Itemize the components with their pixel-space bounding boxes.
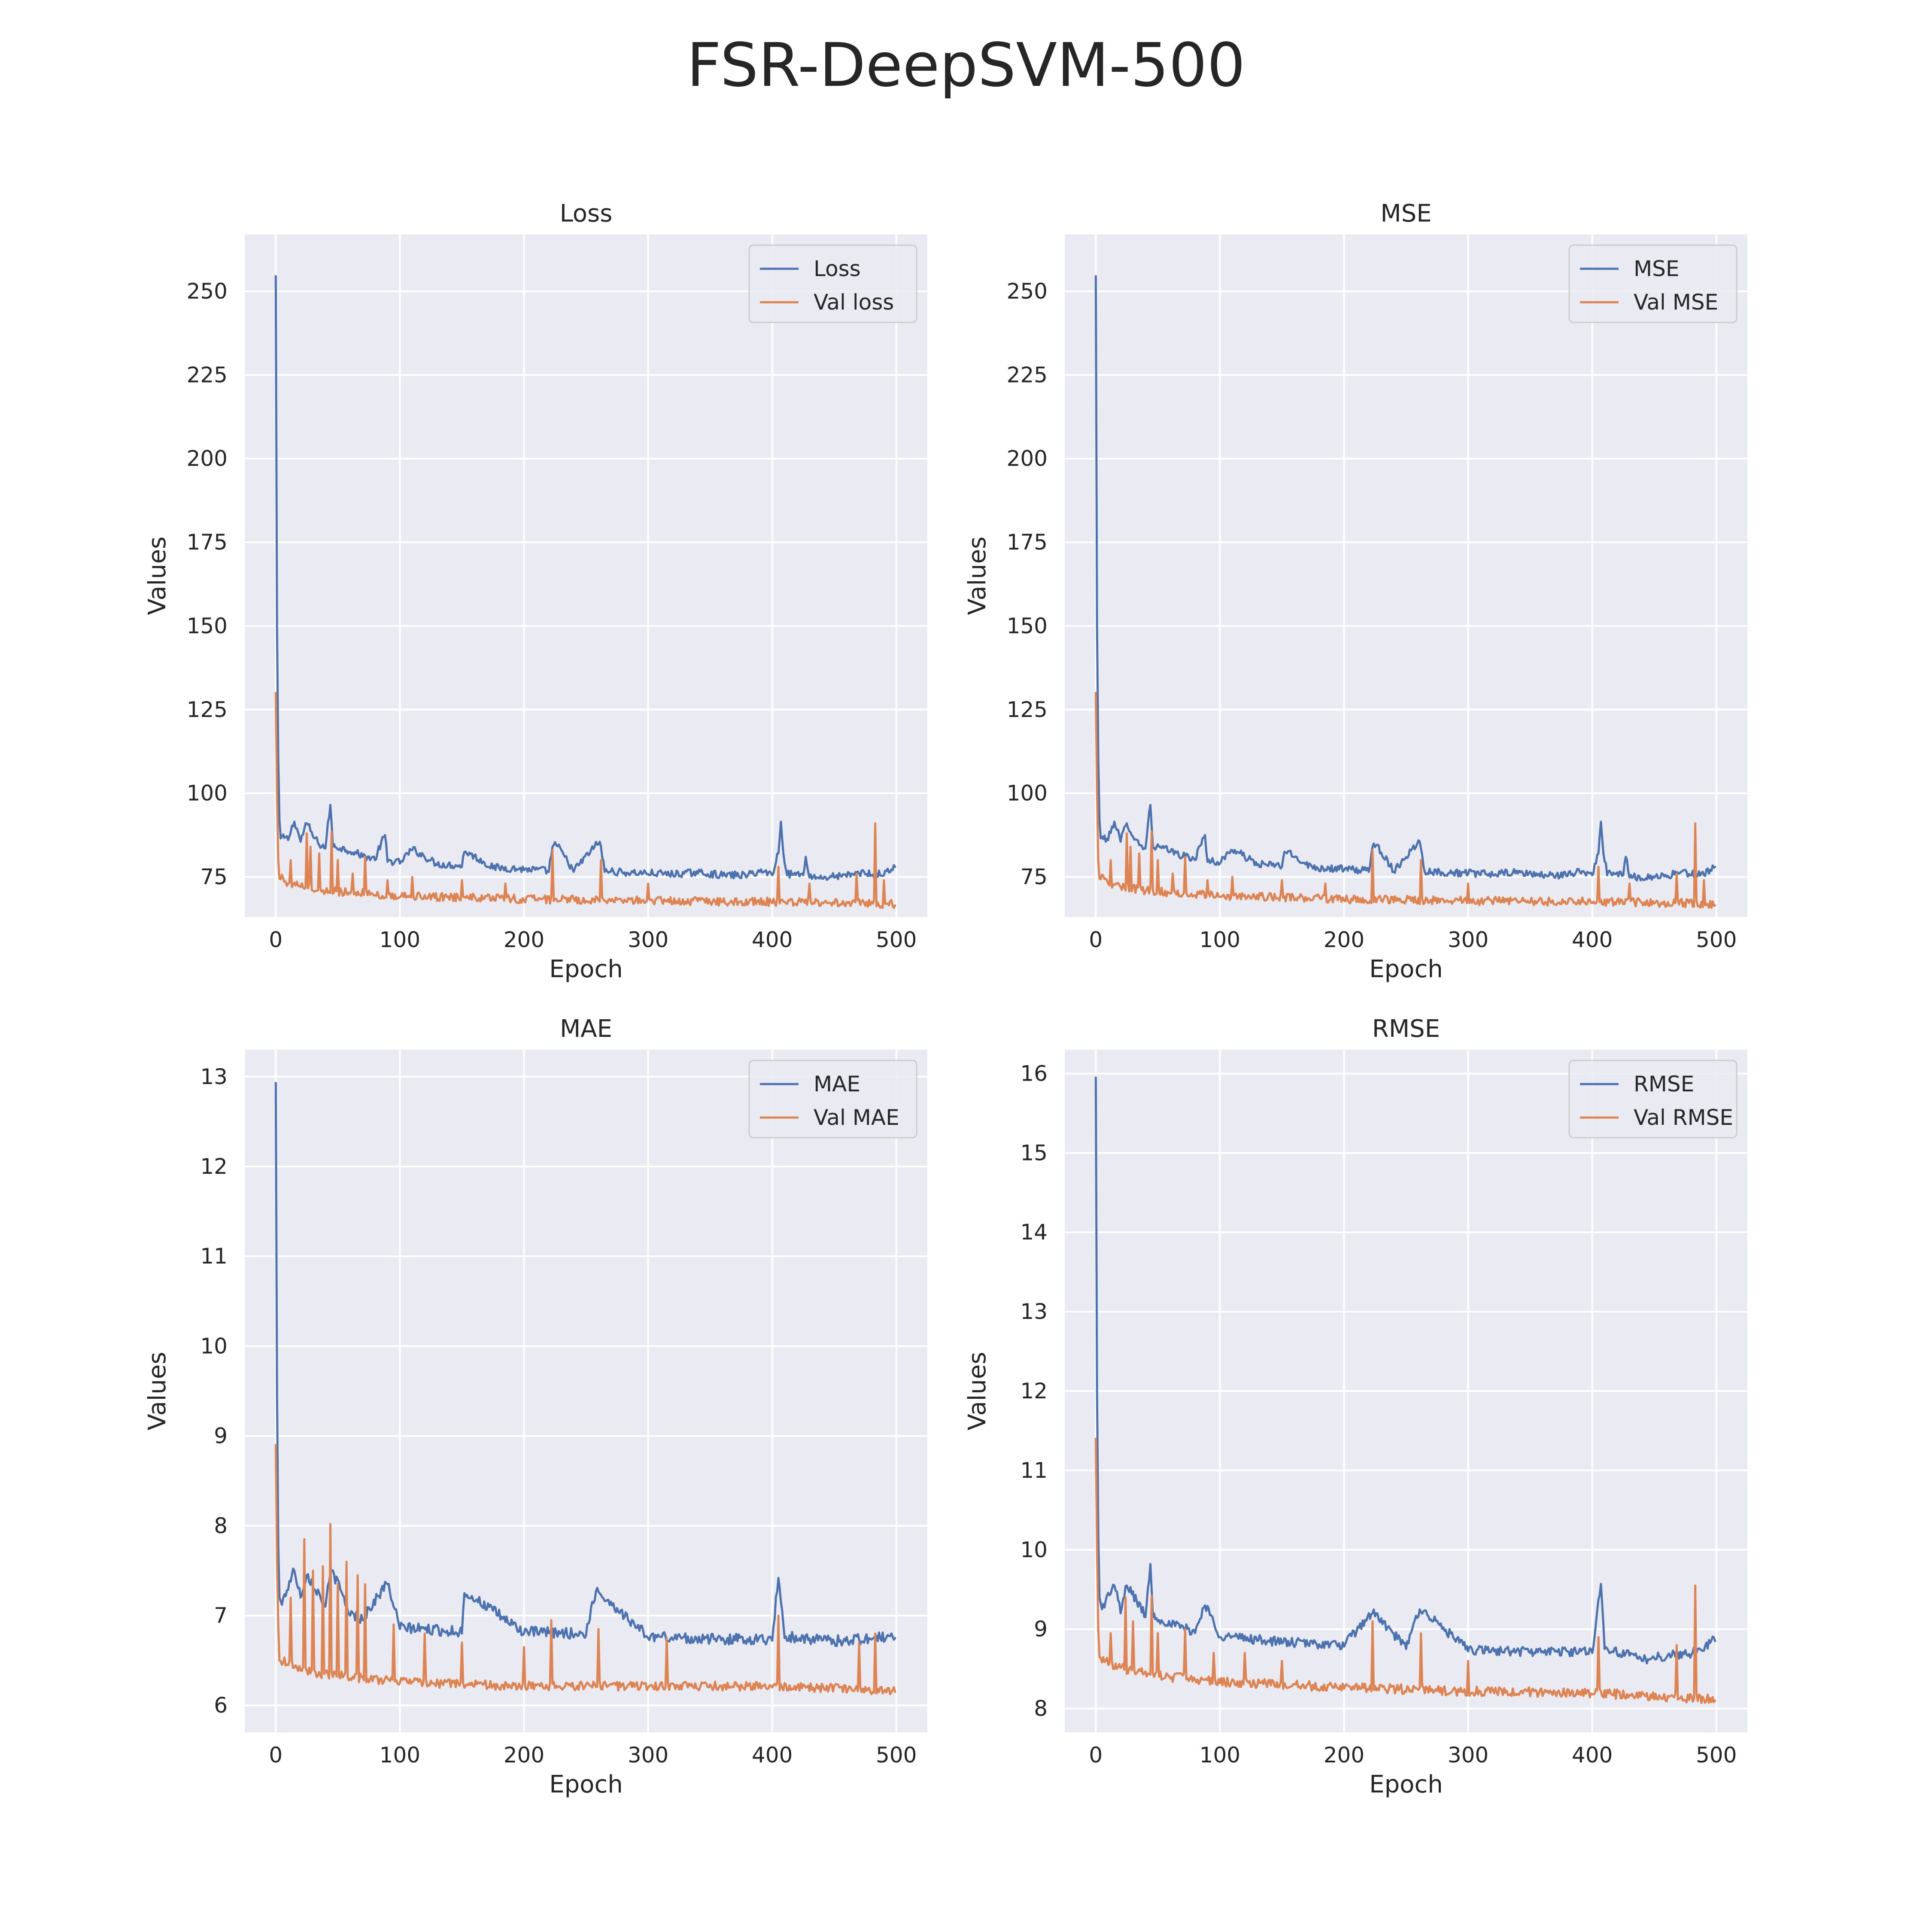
series-line-rmse <box>1094 1076 1716 1665</box>
y-axis-label: Values <box>963 537 991 615</box>
x-tick-label: 300 <box>1448 1743 1488 1768</box>
y-tick-label: 225 <box>187 362 228 387</box>
x-tick-label: 300 <box>628 1743 668 1768</box>
x-tick-label: 100 <box>380 1743 420 1768</box>
x-tick-label: 400 <box>1572 927 1613 952</box>
legend: RMSE Val RMSE <box>1568 1060 1738 1139</box>
subplot-title: Loss <box>560 200 613 228</box>
legend: Loss Val loss <box>748 244 917 323</box>
x-axis-label: Epoch <box>549 955 623 983</box>
y-tick-label: 75 <box>200 864 228 889</box>
y-tick-label: 8 <box>1034 1696 1048 1721</box>
y-tick-label: 10 <box>200 1334 228 1358</box>
x-tick-label: 300 <box>1448 927 1488 952</box>
y-tick-label: 8 <box>214 1513 228 1538</box>
y-tick-label: 14 <box>1020 1220 1048 1245</box>
series-line-mse <box>1094 275 1716 882</box>
legend-label: Val MAE <box>814 1105 899 1130</box>
legend-label: MSE <box>1634 256 1679 281</box>
y-tick-label: 100 <box>1007 781 1048 806</box>
y-tick-label: 225 <box>1007 362 1048 387</box>
legend: MAE Val MAE <box>748 1060 917 1139</box>
subplot-title: MSE <box>1380 200 1431 228</box>
y-tick-label: 16 <box>1020 1061 1048 1086</box>
x-tick-label: 500 <box>876 927 917 952</box>
y-tick-label: 15 <box>1020 1140 1048 1165</box>
y-tick-label: 150 <box>1007 614 1048 638</box>
y-tick-label: 125 <box>1007 697 1048 722</box>
x-tick-label: 200 <box>504 927 544 952</box>
legend-label: MAE <box>814 1072 860 1097</box>
y-tick-label: 9 <box>1034 1617 1048 1642</box>
x-axis-label: Epoch <box>549 1771 623 1798</box>
series-line-mae <box>274 1081 896 1647</box>
x-tick-label: 100 <box>1200 927 1240 952</box>
x-axis-label: Epoch <box>1369 955 1443 983</box>
y-tick-label: 200 <box>1007 446 1048 471</box>
x-tick-label: 0 <box>269 1743 283 1768</box>
rmse-chart: 0 100 200 300 400 500 8 9 10 11 12 13 14 15 16 RMSE Epoc… <box>963 1015 1747 1798</box>
subplot-title: RMSE <box>1372 1015 1440 1043</box>
series-line-val-loss <box>274 692 896 909</box>
y-tick-label: 11 <box>1020 1458 1048 1483</box>
y-tick-label: 9 <box>214 1424 228 1449</box>
legend-label: Val MSE <box>1634 290 1718 315</box>
x-tick-label: 100 <box>1200 1743 1240 1768</box>
legend-label: RMSE <box>1634 1072 1694 1097</box>
x-tick-label: 400 <box>752 927 793 952</box>
y-tick-label: 125 <box>187 697 228 722</box>
legend-label: Val loss <box>814 290 894 315</box>
x-tick-label: 0 <box>1089 927 1103 952</box>
series-line-val-mse <box>1094 692 1716 909</box>
mse-chart: 0 100 200 300 400 500 75 100 125 150 175 200 225 250 M… <box>963 200 1747 983</box>
y-tick-label: 250 <box>187 279 228 304</box>
subplot-title: MAE <box>560 1015 612 1043</box>
x-tick-label: 300 <box>628 927 668 952</box>
figure-title: FSR-DeepSVM-500 <box>687 30 1245 100</box>
legend: MSE Val MSE <box>1568 244 1738 323</box>
y-tick-label: 100 <box>187 781 228 806</box>
y-tick-label: 175 <box>187 530 228 555</box>
x-tick-label: 500 <box>1696 1743 1737 1768</box>
legend-label: Val RMSE <box>1634 1105 1733 1130</box>
legend-label: Loss <box>814 256 861 281</box>
y-axis-label: Values <box>143 537 171 615</box>
y-tick-label: 10 <box>1020 1537 1048 1562</box>
x-tick-label: 0 <box>1089 1743 1103 1768</box>
x-tick-label: 200 <box>1324 927 1364 952</box>
series-line-val-mae <box>274 1444 896 1695</box>
plot-area <box>245 234 927 917</box>
x-tick-label: 400 <box>1572 1743 1613 1768</box>
y-tick-label: 150 <box>187 614 228 638</box>
plot-area <box>1065 234 1747 917</box>
x-tick-label: 100 <box>380 927 420 952</box>
y-tick-label: 13 <box>1020 1299 1048 1324</box>
x-tick-label: 500 <box>876 1743 917 1768</box>
x-tick-label: 400 <box>752 1743 793 1768</box>
x-tick-label: 0 <box>269 927 283 952</box>
x-axis-label: Epoch <box>1369 1771 1443 1798</box>
y-tick-label: 13 <box>200 1064 228 1089</box>
y-tick-label: 12 <box>200 1154 228 1179</box>
y-axis-label: Values <box>963 1352 991 1431</box>
y-tick-label: 11 <box>200 1244 228 1269</box>
y-tick-label: 7 <box>214 1603 228 1628</box>
y-tick-label: 200 <box>187 446 228 471</box>
y-tick-label: 12 <box>1020 1379 1048 1403</box>
loss-chart: 0 100 200 300 400 500 75 100 125 150 175 200 225 250 L… <box>143 200 927 983</box>
x-tick-label: 200 <box>1324 1743 1364 1768</box>
x-tick-label: 200 <box>504 1743 544 1768</box>
y-tick-label: 175 <box>1007 530 1048 555</box>
x-tick-label: 500 <box>1696 927 1737 952</box>
y-tick-label: 6 <box>214 1693 228 1718</box>
y-axis-label: Values <box>143 1352 171 1431</box>
series-line-loss <box>274 275 896 881</box>
y-tick-label: 250 <box>1007 279 1048 304</box>
y-tick-label: 75 <box>1020 864 1048 889</box>
mae-chart: 0 100 200 300 400 500 6 7 8 9 10 11 12 13 MAE Epoch Valu… <box>143 1015 927 1798</box>
series-line-val-rmse <box>1094 1437 1716 1704</box>
